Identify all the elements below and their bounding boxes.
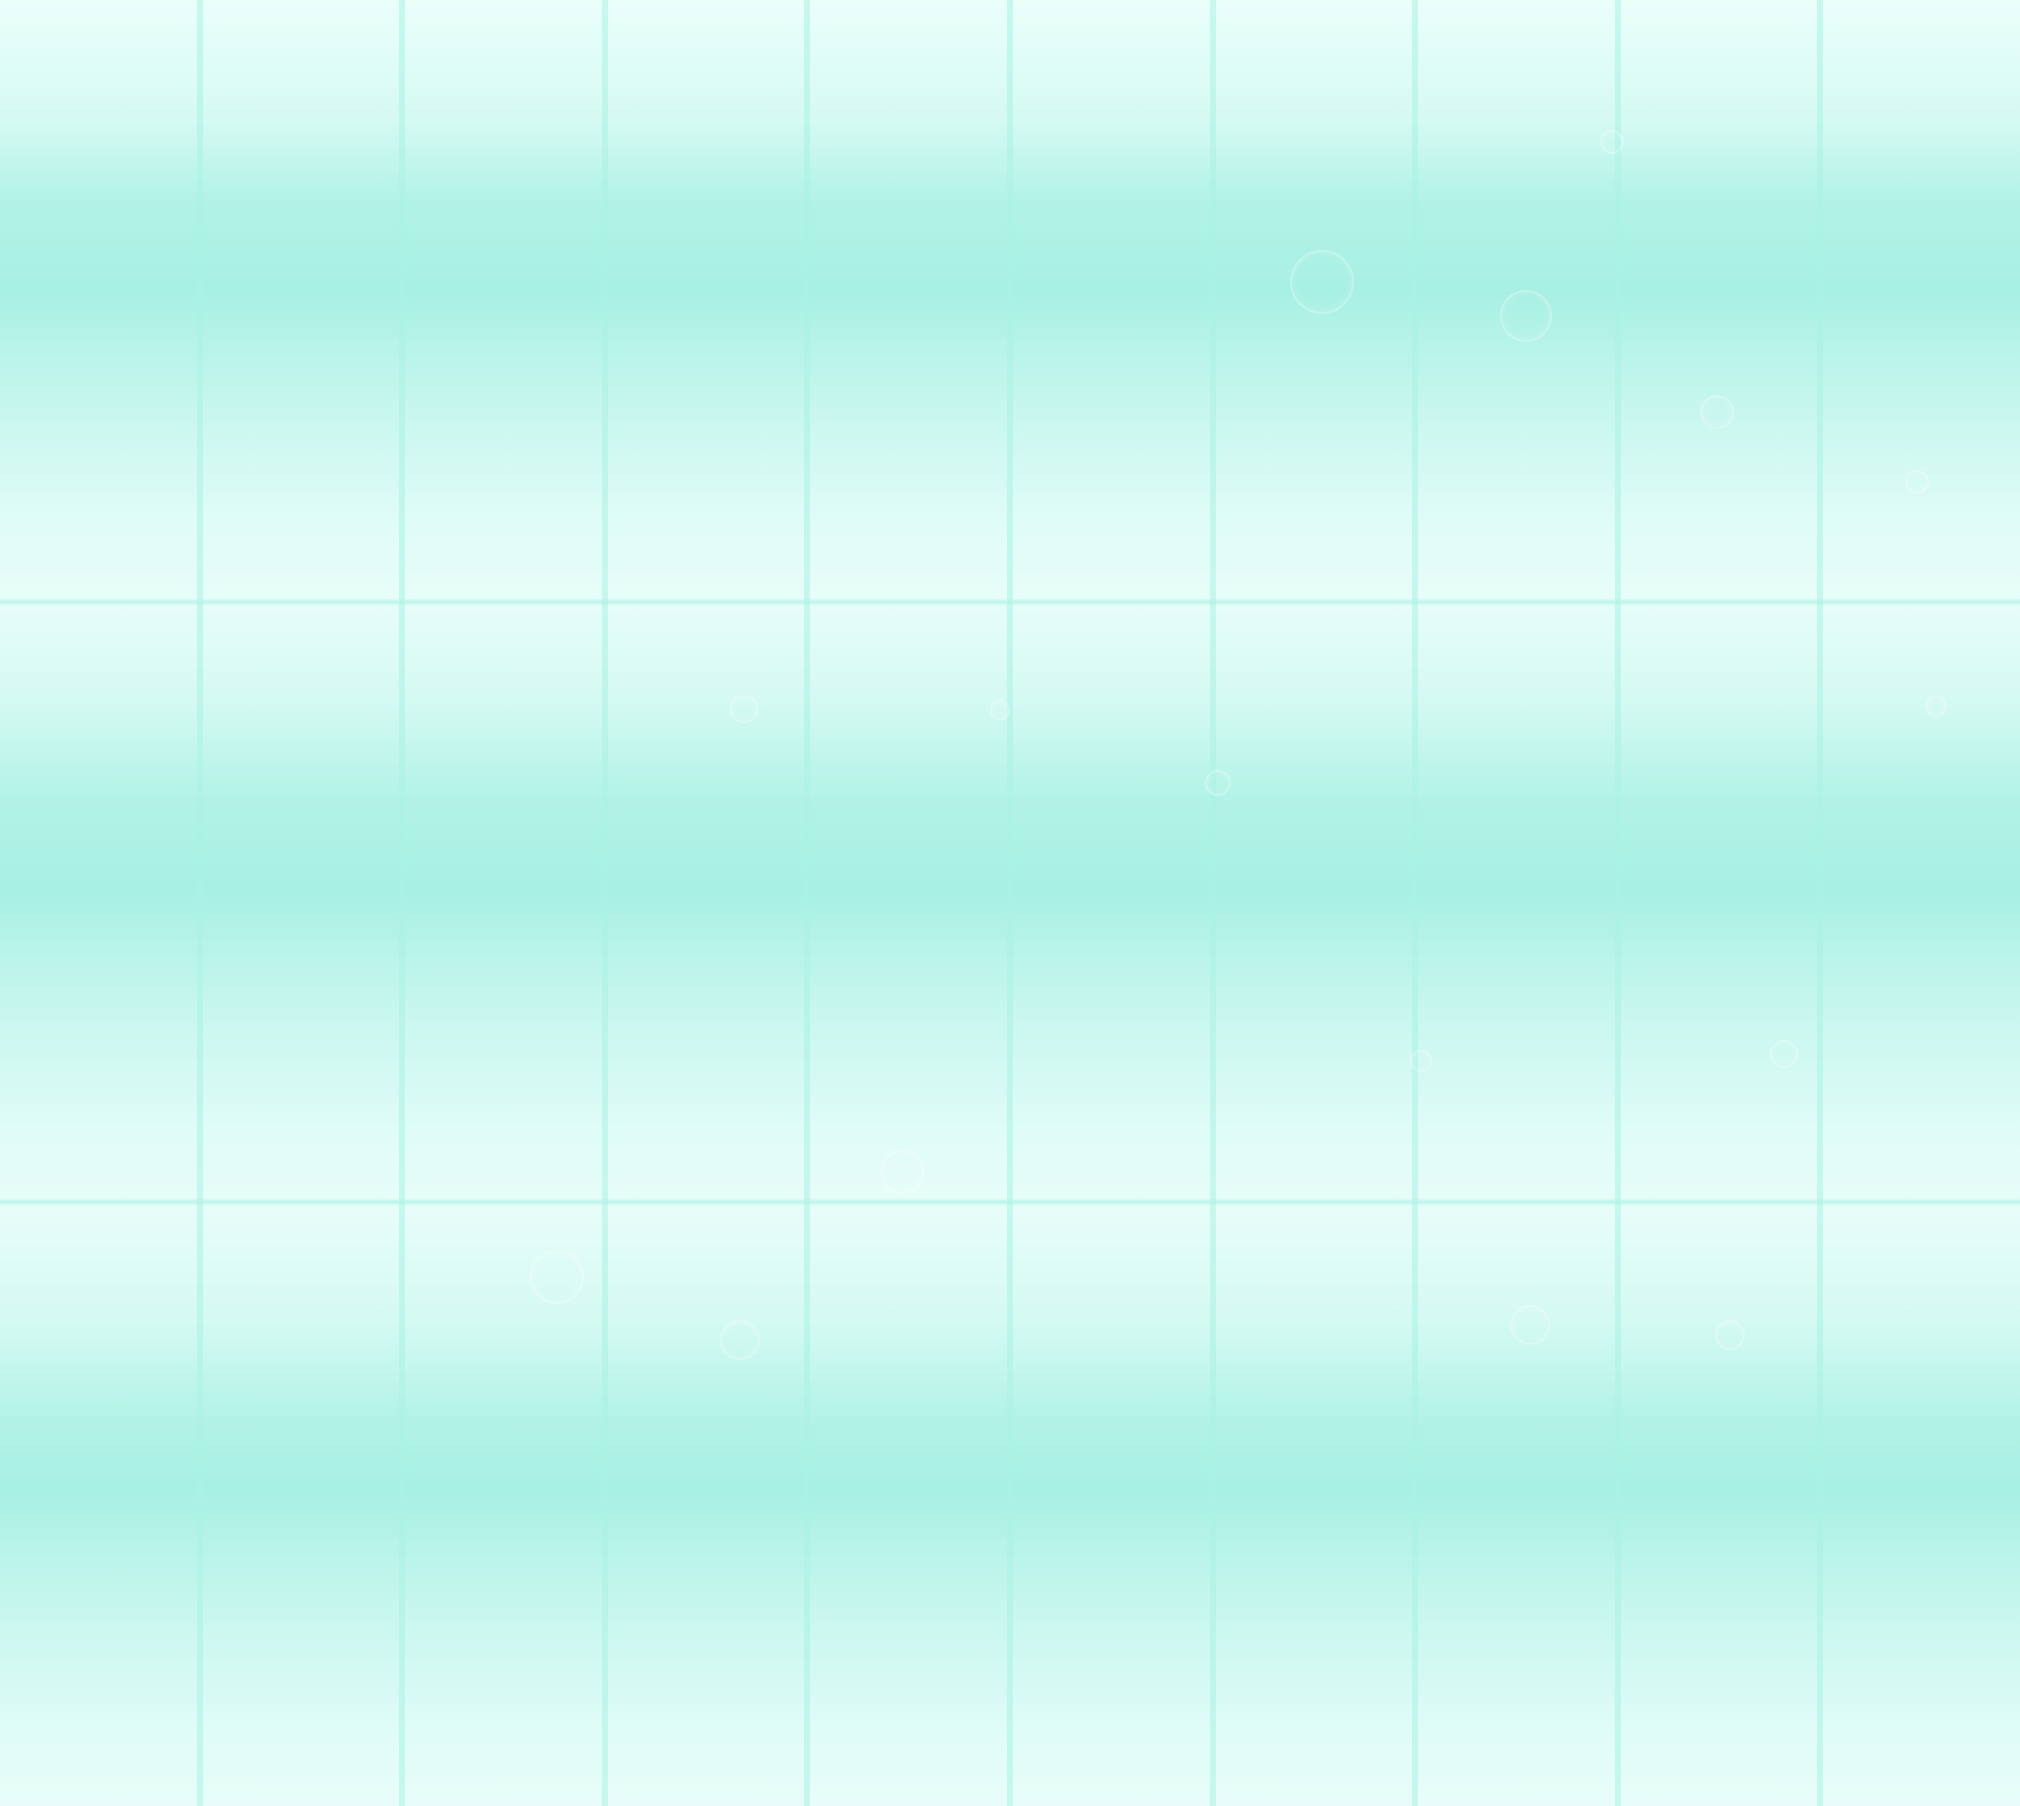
water-bubble xyxy=(730,695,758,723)
water-bubble xyxy=(990,700,1010,720)
water-bubble xyxy=(1770,1040,1798,1068)
water-bubble xyxy=(1205,770,1231,796)
horizontal-grid-line xyxy=(0,1198,2020,1206)
water-bubble xyxy=(720,1320,760,1360)
grid-column xyxy=(1013,0,1216,1806)
water-bubble xyxy=(1600,130,1624,154)
grid-column xyxy=(1621,0,1824,1806)
water-bubble xyxy=(1715,1320,1745,1350)
grid-column xyxy=(203,0,406,1806)
grid-column xyxy=(1823,0,2020,1806)
grid-column xyxy=(0,0,203,1806)
grid-column xyxy=(405,0,608,1806)
water-bubble xyxy=(1905,470,1929,494)
water-bubble xyxy=(1700,395,1734,429)
water-bubble xyxy=(1925,695,1947,717)
grid-column xyxy=(1418,0,1621,1806)
water-bubble xyxy=(1500,290,1552,342)
water-bubble xyxy=(880,1150,924,1194)
grid-column xyxy=(608,0,811,1806)
water-bubble xyxy=(1410,1050,1432,1072)
water-bubble xyxy=(530,1250,584,1304)
grid-column xyxy=(810,0,1013,1806)
grid-column xyxy=(1216,0,1419,1806)
horizontal-grid-line xyxy=(0,598,2020,606)
water-bubble xyxy=(1290,250,1354,314)
water-bubble xyxy=(1510,1305,1550,1345)
